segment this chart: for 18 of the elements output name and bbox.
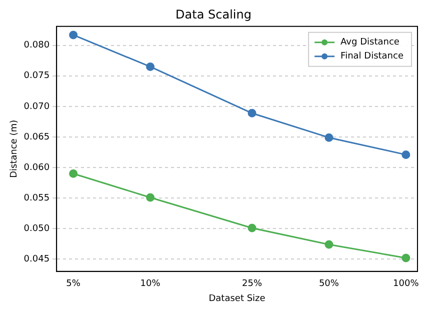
x-tick-label: 100% — [393, 279, 420, 290]
y-tick-label: 0.070 — [24, 102, 50, 112]
y-tick-label: 0.080 — [24, 40, 50, 51]
chart-title: Data Scaling — [176, 7, 252, 22]
legend-label: Final Distance — [340, 52, 404, 62]
x-axis-title: Dataset Size — [208, 294, 266, 304]
y-tick-label: 0.055 — [24, 193, 50, 204]
x-tick-label: 5% — [66, 279, 81, 290]
y-tick-label: 0.045 — [24, 254, 50, 265]
y-tick-label: 0.065 — [24, 132, 50, 142]
y-axis-title: Distance (m) — [10, 120, 20, 178]
y-tick-label: 0.060 — [24, 162, 50, 173]
x-tick-label: 10% — [140, 279, 161, 290]
y-tick-label: 0.050 — [24, 224, 50, 234]
y-tick-label: 0.075 — [24, 71, 50, 82]
x-tick-label: 50% — [318, 279, 340, 290]
x-tick-label: 25% — [242, 279, 262, 290]
legend-label: Avg Distance — [340, 38, 400, 48]
